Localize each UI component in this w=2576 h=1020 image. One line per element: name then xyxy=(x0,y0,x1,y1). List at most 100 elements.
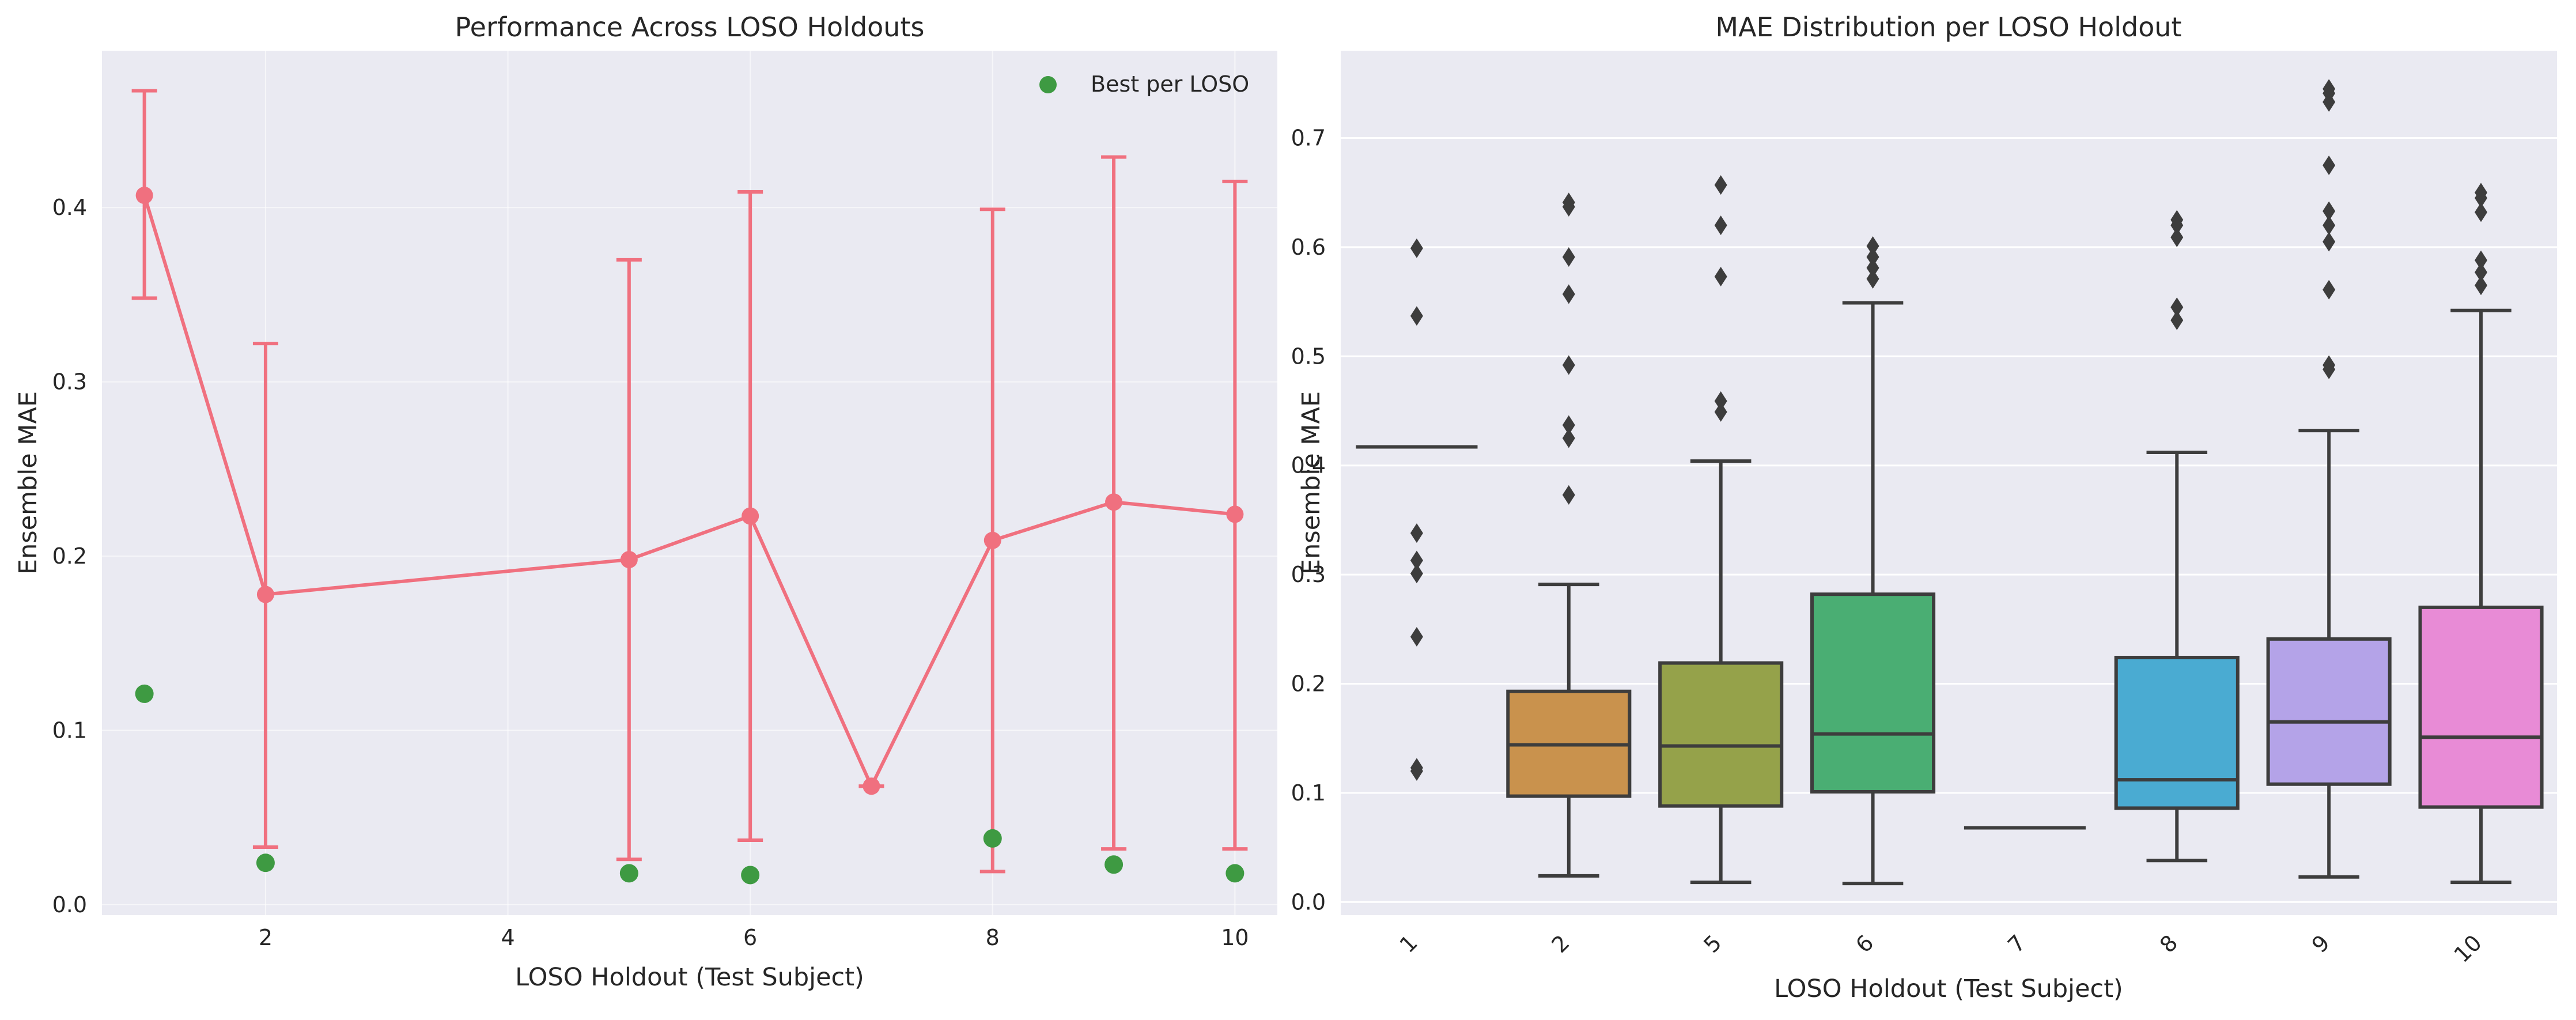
box-5 xyxy=(1658,175,1784,885)
chart-title: Performance Across LOSO Holdouts xyxy=(455,12,925,43)
outlier-marker xyxy=(1714,175,1727,195)
x-axis-label: LOSO Holdout (Test Subject) xyxy=(1774,974,2123,1003)
chart-marks xyxy=(131,89,1248,885)
outlier-marker xyxy=(1866,258,1879,278)
data-point xyxy=(135,187,153,205)
outlier-marker xyxy=(1562,428,1575,448)
outlier-marker xyxy=(2322,155,2336,175)
box-1 xyxy=(1356,238,1478,781)
box-10 xyxy=(2418,183,2544,885)
outlier-marker xyxy=(1714,402,1727,422)
x-tick-label: 4 xyxy=(501,925,515,950)
data-point xyxy=(1105,493,1123,511)
legend-label: Best per LOSO xyxy=(1091,71,1249,97)
outlier-marker xyxy=(2475,275,2488,296)
outlier-marker xyxy=(2475,188,2488,208)
best-point xyxy=(619,864,638,883)
box-body xyxy=(1658,661,1784,808)
outlier-marker xyxy=(1714,216,1727,236)
y-tick-label: 0.1 xyxy=(52,717,87,743)
y-tick-label: 0.0 xyxy=(52,892,87,917)
outlier-marker xyxy=(1562,284,1575,304)
box-6 xyxy=(1810,236,1936,886)
outlier-marker xyxy=(2170,227,2184,247)
x-tick-label: 6 xyxy=(743,925,757,950)
outlier-marker xyxy=(1410,306,1423,326)
outlier-marker xyxy=(2322,232,2336,252)
y-tick-label: 0.1 xyxy=(1291,780,1326,806)
box-body xyxy=(2418,605,2544,809)
box-body xyxy=(2266,637,2392,786)
y-tick-label: 0.4 xyxy=(1291,453,1326,478)
x-axis-label: LOSO Holdout (Test Subject) xyxy=(515,963,864,992)
y-tick-label: 0.6 xyxy=(1291,235,1326,260)
outlier-marker xyxy=(1714,391,1727,411)
outlier-marker xyxy=(2322,360,2336,380)
outlier-marker xyxy=(2322,92,2336,112)
outlier-marker xyxy=(1714,267,1727,287)
outlier-marker xyxy=(2322,201,2336,221)
box-chart-panel: 0.00.10.20.30.40.50.60.71 2 5 6 7 8 9 10 MAE Di… xyxy=(1291,12,2557,1003)
data-point xyxy=(984,531,1001,549)
y-tick-label: 0.5 xyxy=(1291,343,1326,369)
best-point xyxy=(256,853,275,872)
best-point xyxy=(135,684,154,703)
outlier-marker xyxy=(1562,355,1575,375)
box-body xyxy=(1810,592,1936,794)
outlier-marker xyxy=(1866,269,1879,289)
outlier-marker xyxy=(1410,550,1423,571)
outlier-marker xyxy=(1562,485,1575,505)
outlier-marker xyxy=(2170,297,2184,318)
y-tick-label: 0.3 xyxy=(52,369,87,395)
outlier-marker xyxy=(2170,310,2184,330)
outlier-marker xyxy=(1410,564,1423,584)
y-tick-label: 0.2 xyxy=(1291,671,1326,696)
y-tick-label: 0.7 xyxy=(1291,126,1326,151)
outlier-marker xyxy=(1562,415,1575,435)
y-tick-label: 0.0 xyxy=(1291,889,1326,915)
legend-marker xyxy=(1039,76,1057,93)
outlier-marker xyxy=(2322,279,2336,300)
y-axis-label: Ensemble MAE xyxy=(14,391,43,575)
outlier-marker xyxy=(2475,262,2488,282)
data-point xyxy=(742,507,759,525)
line-chart-panel: 2 4 6 8 10 0.0 0.1 0.2 0.3 0.4 Performance Across… xyxy=(14,12,1277,992)
x-tick-label: 2 xyxy=(259,925,273,950)
outlier-marker xyxy=(1562,247,1575,267)
data-point xyxy=(620,551,638,569)
chart-title: MAE Distribution per LOSO Holdout xyxy=(1715,12,2181,43)
box-2 xyxy=(1506,192,1632,878)
box-body xyxy=(2114,656,2240,810)
data-point xyxy=(863,777,880,795)
box-8 xyxy=(2114,210,2240,863)
data-point xyxy=(1226,505,1244,523)
outlier-marker xyxy=(1410,238,1423,258)
outlier-marker xyxy=(1866,247,1879,267)
best-point xyxy=(1104,855,1124,874)
data-point xyxy=(256,585,274,603)
tick-labels: 2 4 6 8 10 0.0 0.1 0.2 0.3 0.4 xyxy=(52,195,1249,950)
box-9 xyxy=(2266,79,2392,879)
outlier-marker xyxy=(1866,236,1879,256)
series-line xyxy=(142,195,1235,788)
legend: Best per LOSO xyxy=(1039,71,1249,97)
x-tick-label: 8 xyxy=(986,925,1000,950)
y-tick-label: 0.4 xyxy=(52,195,87,220)
outlier-marker xyxy=(2475,250,2488,270)
y-axis-label: Ensemble MAE xyxy=(1297,391,1326,575)
x-tick-label: 10 xyxy=(1221,925,1249,950)
best-point xyxy=(741,866,760,885)
best-point xyxy=(983,829,1002,848)
gridlines xyxy=(1341,137,2557,903)
outlier-marker xyxy=(1410,523,1423,543)
outlier-marker xyxy=(1410,627,1423,647)
outlier-marker xyxy=(2170,216,2184,236)
y-tick-label: 0.3 xyxy=(1291,562,1326,587)
outlier-marker xyxy=(2475,202,2488,222)
best-point xyxy=(1225,864,1245,883)
y-tick-label: 0.2 xyxy=(52,543,87,569)
chart-marks xyxy=(1356,79,2544,886)
outlier-marker xyxy=(2322,216,2336,236)
outlier-marker xyxy=(1562,197,1575,217)
